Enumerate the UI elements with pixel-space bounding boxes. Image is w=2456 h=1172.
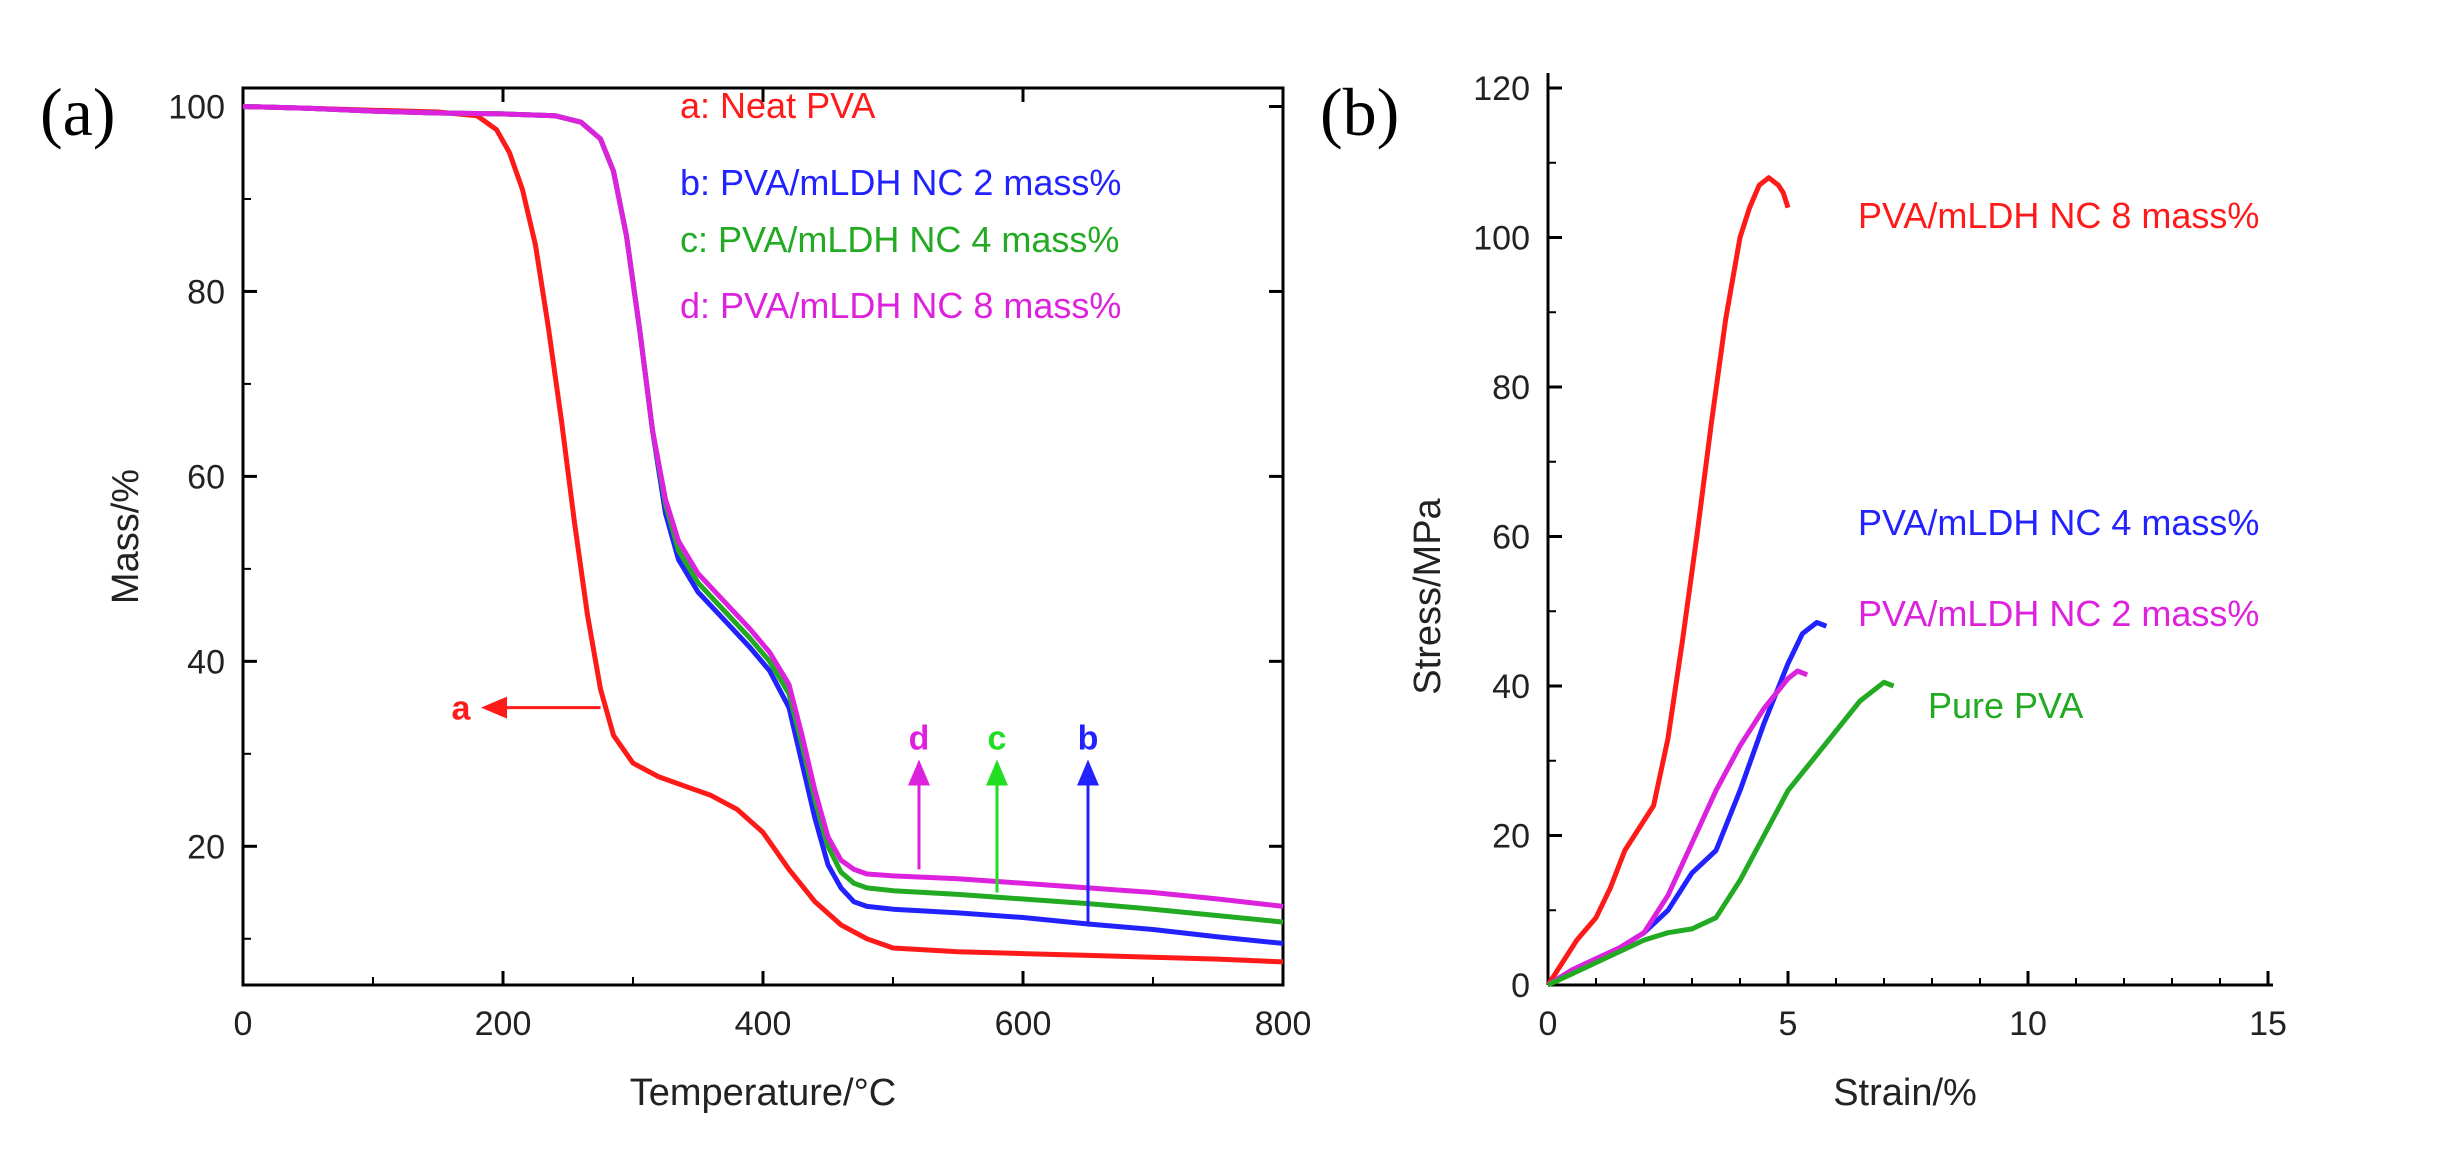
y-tick-label-100: 100 [168,88,225,126]
chart-a-series [242,104,1284,965]
y-tick-label-0: 0 [1511,967,1530,1005]
arrow-head-d [908,759,930,786]
y-tick-label-40: 40 [187,643,225,681]
x-tick-label-0: 0 [234,1005,253,1043]
y-tick-label-120: 120 [1473,70,1530,108]
legend-entry-c: c: PVA/mLDH NC 4 mass% [680,219,1119,260]
chart-b-tensile: 0 5 10 15 0 20 40 60 80 100 120 PVA/mLDH NC 8 mass… [1407,70,2287,1114]
series-line-0 [1545,175,1791,987]
chart-b-ticks: 0 5 10 15 0 20 40 60 80 100 120 [1473,70,2287,1043]
chart-b-ylabel: Stress/MPa [1407,497,1449,694]
x-tick-label-600: 600 [995,1005,1052,1043]
x-tick-label-400: 400 [735,1005,792,1043]
chart-a-legend: a: Neat PVA b: PVA/mLDH NC 2 mass% c: PVA/… [680,85,1121,326]
annotation-label-b: b [1078,720,1099,758]
chart-a-xlabel: Temperature/°C [630,1072,897,1114]
x-tick-label-10: 10 [2009,1005,2047,1043]
annotation-label-c: c [988,720,1007,758]
y-tick-label-80: 80 [187,273,225,311]
chart-b-axes [1546,73,2273,987]
chart-a-annotations: ad c b [452,690,1099,925]
x-tick-label-0: 0 [1539,1005,1558,1043]
series-label-2: PVA/mLDH NC 2 mass% [1858,593,2259,634]
y-tick-label-20: 20 [187,828,225,866]
x-tick-label-5: 5 [1779,1005,1798,1043]
chart-a-ylabel: Mass/% [105,469,147,604]
y-tick-label-60: 60 [1492,519,1530,557]
x-tick-label-800: 800 [1255,1005,1312,1043]
annotation-label-d: d [909,720,930,758]
series-label-1: PVA/mLDH NC 4 mass% [1858,502,2259,543]
y-tick-label-60: 60 [187,458,225,496]
arrow-head-b [1077,759,1099,786]
legend-entry-b: b: PVA/mLDH NC 2 mass% [680,162,1121,203]
annotation-label-a: a [452,690,472,728]
legend-entry-d: d: PVA/mLDH NC 8 mass% [680,285,1121,326]
chart-b-xlabel: Strain/% [1833,1072,1977,1114]
arrow-head-a [481,696,507,719]
series-label-0: PVA/mLDH NC 8 mass% [1858,195,2259,236]
y-tick-label-100: 100 [1473,220,1530,258]
series-line-a [242,104,1284,965]
x-tick-label-200: 200 [475,1005,532,1043]
y-tick-label-40: 40 [1492,668,1530,706]
series-line-2 [1546,668,1809,988]
y-tick-label-20: 20 [1492,818,1530,856]
chart-b-series [1545,175,1895,988]
chart-a-ticks: 0 200 400 600 800 20 40 60 80 100 [168,88,1311,1043]
chart-b-labels: PVA/mLDH NC 8 mass% PVA/mLDH NC 4 mass% PV… [1858,195,2259,726]
series-line-d [242,104,1284,909]
series-line-3 [1546,679,1895,988]
chart-a-tga: 0 200 400 600 800 20 40 60 80 100 a: Neat PVA b: P… [105,85,1311,1114]
panel-a-label: (a) [40,74,115,150]
y-tick-label-80: 80 [1492,369,1530,407]
panel-b-label: (b) [1320,74,1399,150]
legend-entry-a: a: Neat PVA [680,85,875,126]
x-tick-label-15: 15 [2249,1005,2287,1043]
arrow-head-c [986,759,1008,786]
series-label-3: Pure PVA [1928,685,2083,726]
